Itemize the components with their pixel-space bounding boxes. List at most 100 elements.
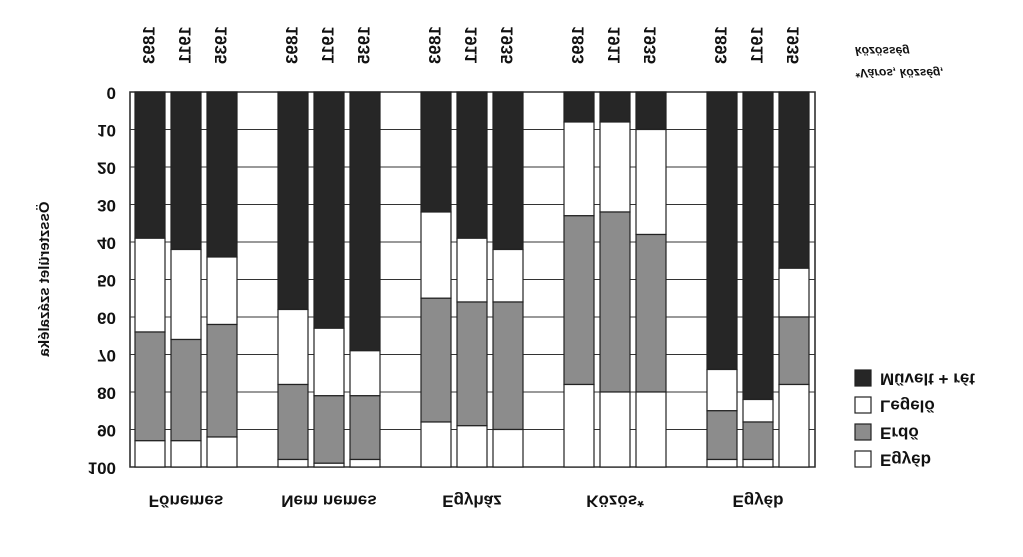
bar-segment (742, 91, 774, 401)
x-tick-label: 1935 (211, 26, 230, 64)
bar-segment (420, 421, 452, 468)
x-tick-label: 1935 (354, 26, 373, 64)
legend-swatch (854, 423, 872, 441)
legend-swatch (854, 450, 872, 468)
bar-segment (456, 301, 488, 427)
bar-segment (313, 91, 345, 329)
x-tick-label: 1911 (175, 27, 194, 64)
bar-segment (742, 421, 774, 461)
bar-segment (635, 91, 667, 131)
bar-segment (563, 215, 595, 386)
bar-segment (206, 91, 238, 258)
x-tick-label: 1911 (461, 27, 480, 64)
bar-segment (134, 91, 166, 239)
bar-segment (456, 237, 488, 303)
y-tick-label: 40 (97, 234, 116, 253)
y-tick-label: 10 (97, 121, 116, 140)
y-tick-label: 80 (97, 384, 116, 403)
bar-segment (277, 383, 309, 461)
legend-label: Egyéb (880, 451, 931, 470)
y-tick-label: 70 (97, 346, 116, 365)
bar-segment (134, 237, 166, 333)
group-label: Közös* (586, 492, 644, 511)
x-tick-label: 1935 (640, 26, 659, 64)
bar-segment (277, 91, 309, 311)
x-tick-label: 1893 (711, 26, 730, 64)
bar-segment (170, 338, 202, 442)
note: közösség (855, 44, 910, 58)
bar-segment (313, 462, 345, 468)
bar-segment (635, 128, 667, 236)
bar-segment (277, 458, 309, 468)
bar-segment (635, 233, 667, 393)
bar-segment (778, 267, 810, 318)
y-tick-label: 50 (97, 271, 116, 290)
bar-segment (492, 301, 524, 431)
bar-segment (706, 410, 738, 461)
bar-segment (599, 91, 631, 123)
bar-segment (313, 327, 345, 397)
bar-segment (778, 316, 810, 386)
bar-segment (563, 91, 595, 123)
y-tick-label: 100 (88, 459, 116, 478)
x-tick-label: 1911 (318, 27, 337, 64)
bar-segment (635, 391, 667, 468)
bar-segment (349, 91, 381, 352)
bar-segment (206, 323, 238, 438)
note: *Város, község, (855, 66, 944, 80)
bar-segment (456, 425, 488, 468)
bar-segment (313, 395, 345, 464)
x-tick-label: 1935 (783, 26, 802, 64)
bar-segment (170, 440, 202, 468)
y-tick-label: 0 (107, 84, 116, 103)
legend-label: Művelt + rét (880, 370, 975, 389)
bar-segment (778, 383, 810, 468)
bar-segment (206, 256, 238, 326)
bar-segment (706, 91, 738, 371)
legend-swatch (854, 396, 872, 414)
bar-segment (778, 91, 810, 269)
bar-segment (492, 248, 524, 303)
group-label: Nem nemes (281, 492, 376, 511)
bar-segment (134, 331, 166, 442)
x-tick-label: 1911 (604, 27, 623, 64)
bar-segment (742, 458, 774, 468)
x-tick-label: 1893 (282, 26, 301, 64)
y-tick-label: 90 (97, 421, 116, 440)
y-tick-label: 20 (97, 159, 116, 178)
bar-segment (456, 91, 488, 239)
bar-segment (742, 398, 774, 423)
bar-segment (206, 436, 238, 468)
bar-segment (277, 308, 309, 386)
bar-segment (563, 383, 595, 468)
x-tick-label: 1911 (747, 27, 766, 64)
bar-segment (134, 440, 166, 468)
y-tick-label: 30 (97, 196, 116, 215)
bar-segment (349, 350, 381, 397)
bar-segment (563, 121, 595, 217)
bar-segment (420, 297, 452, 423)
x-tick-label: 1893 (425, 26, 444, 64)
bar-segment (599, 121, 631, 213)
y-tick-label: 60 (97, 309, 116, 328)
x-tick-label: 1893 (139, 26, 158, 64)
bar-segment (349, 395, 381, 461)
group-label: Egyéb (732, 492, 783, 511)
y-axis-title: Összterület százaléka (36, 201, 53, 357)
group-label: Egyház (442, 492, 502, 511)
legend-label: Erdő (880, 424, 919, 443)
bar-segment (599, 211, 631, 393)
bar-segment (599, 391, 631, 468)
bar-segment (706, 368, 738, 412)
bar-segment (170, 248, 202, 341)
legend-swatch (854, 369, 872, 387)
x-tick-label: 1935 (497, 26, 516, 64)
bar-segment (349, 458, 381, 468)
bar-segment (420, 211, 452, 299)
group-label: Főnemes (149, 492, 224, 511)
x-tick-label: 1893 (568, 26, 587, 64)
bar-segment (170, 91, 202, 251)
bar-segment (420, 91, 452, 213)
legend-label: Legelő (880, 397, 935, 416)
